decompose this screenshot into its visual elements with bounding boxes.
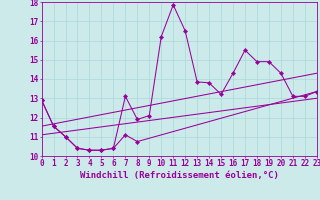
X-axis label: Windchill (Refroidissement éolien,°C): Windchill (Refroidissement éolien,°C) [80, 171, 279, 180]
